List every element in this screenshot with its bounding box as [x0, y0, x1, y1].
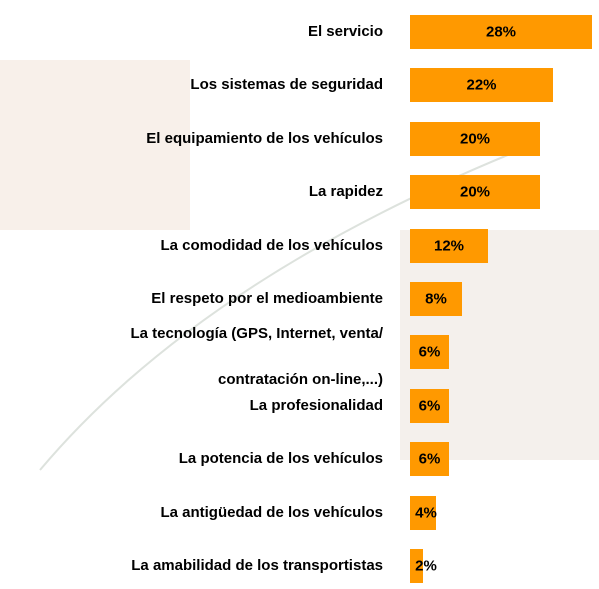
- category-label: La potencia de los vehículos: [179, 436, 383, 482]
- category-label: Los sistemas de seguridad: [190, 62, 383, 108]
- value-label: 8%: [425, 291, 447, 308]
- value-label: 20%: [460, 184, 490, 201]
- value-label: 12%: [434, 237, 464, 254]
- category-label: El servicio: [308, 9, 383, 55]
- category-label: La profesionalidad: [250, 383, 383, 429]
- category-label: La antigüedad de los vehículos: [160, 490, 383, 536]
- value-label: 20%: [460, 130, 490, 147]
- value-label: 6%: [419, 344, 441, 361]
- category-label: El equipamiento de los vehículos: [146, 116, 383, 162]
- value-label: 6%: [419, 451, 441, 468]
- value-label: 6%: [419, 397, 441, 414]
- value-label: 28%: [486, 24, 516, 41]
- value-label: 22%: [466, 77, 496, 94]
- value-label: 4%: [415, 504, 437, 521]
- value-label: 2%: [415, 558, 437, 575]
- category-label: La rapidez: [309, 169, 383, 215]
- page: El servicio 28% Los sistemas de seguridad 2…: [0, 0, 599, 584]
- category-label: La comodidad de los vehículos: [160, 223, 383, 269]
- category-label: La amabilidad de los transportistas: [131, 543, 383, 589]
